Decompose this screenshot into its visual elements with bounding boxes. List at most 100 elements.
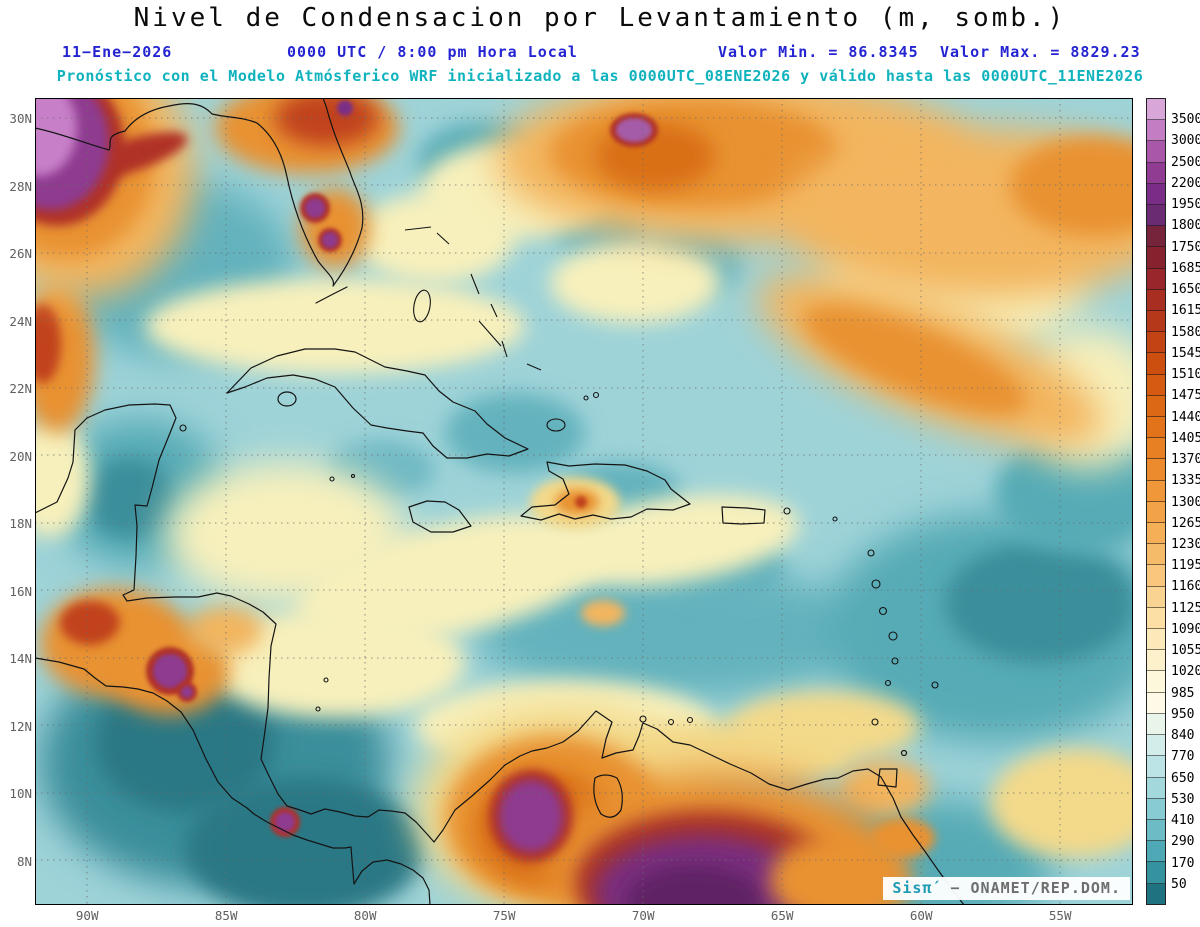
colorbar-tick-1300: 1300 [1171, 494, 1200, 510]
chart-title: Nivel de Condensacion por Levantamiento … [133, 3, 1067, 33]
colorbar-cell-19 [1147, 501, 1165, 524]
lat-tick-16N: 16N [9, 583, 32, 599]
colorbar-tick-170: 170 [1171, 855, 1195, 871]
colorbar-cell-35 [1147, 841, 1165, 863]
colorbar-tick-530: 530 [1171, 791, 1195, 807]
colorbar-cell-25 [1147, 629, 1165, 651]
watermark-brand: Sisπ́ [892, 879, 933, 897]
colorbar-cell-17 [1147, 459, 1165, 481]
lat-tick-14N: 14N [9, 651, 32, 666]
colorbar-tick-1510: 1510 [1171, 367, 1200, 383]
colorbar-tick-410: 410 [1171, 813, 1195, 829]
valid-time-line: 11−Ene−2026 0000 UTC / 8:00 pm Hora Loca… [0, 43, 1200, 63]
colorbar-tick-1090: 1090 [1171, 621, 1200, 637]
colorbar-cell-29 [1147, 713, 1165, 736]
colorbar-tick-2500: 2500 [1171, 154, 1200, 170]
colorbar-cell-6 [1147, 226, 1165, 248]
colorbar-tick-3500: 3500 [1171, 112, 1200, 128]
colorbar-cell-34 [1147, 819, 1165, 842]
lon-tick-70W: 70W [631, 908, 655, 923]
colorbar-cell-8 [1147, 268, 1165, 290]
colorbar-cell-1 [1147, 120, 1165, 142]
colorbar-tick-1265: 1265 [1171, 515, 1200, 531]
colorbar-tick-1055: 1055 [1171, 643, 1200, 659]
colorbar-cell-18 [1147, 480, 1165, 502]
colorbar-cell-14 [1147, 395, 1165, 418]
colorbar-cell-27 [1147, 671, 1165, 693]
colorbar-cell-12 [1147, 353, 1165, 375]
min-value-label: Valor Min. = 86.8345 [718, 43, 919, 61]
colorbar-tick-1020: 1020 [1171, 664, 1200, 680]
lon-tick-55W: 55W [1048, 908, 1072, 923]
colorbar-tick-1750: 1750 [1171, 239, 1200, 255]
lon-tick-65W: 65W [770, 908, 794, 923]
lon-tick-85W: 85W [214, 908, 238, 923]
lon-tick-75W: 75W [492, 908, 516, 923]
valid-date: 11−Ene−2026 [62, 43, 173, 61]
colorbar-cell-23 [1147, 586, 1165, 608]
colorbar-tick-1950: 1950 [1171, 197, 1200, 213]
map-canvas [35, 98, 1133, 905]
colorbar-cell-33 [1147, 798, 1165, 820]
colorbar-cell-20 [1147, 523, 1165, 545]
colorbar-tick-840: 840 [1171, 728, 1195, 744]
colorbar-cell-2 [1147, 141, 1165, 163]
colorbar-cell-36 [1147, 862, 1165, 884]
small-islands [179, 226, 939, 726]
lat-tick-30N: 30N [9, 111, 32, 126]
lon-tick-80W: 80W [353, 908, 377, 923]
colorbar-tick-650: 650 [1171, 770, 1195, 786]
map-frame [35, 98, 1133, 905]
lat-tick-22N: 22N [9, 381, 32, 396]
colorbar-tick-950: 950 [1171, 706, 1195, 722]
valid-time: 0000 UTC / 8:00 pm Hora Local [287, 43, 578, 61]
lat-tick-28N: 28N [9, 178, 32, 194]
colorbar-cell-10 [1147, 311, 1165, 333]
max-value-label: Valor Max. = 8829.23 [940, 43, 1141, 61]
colorbar-cell-24 [1147, 607, 1165, 630]
colorbar-tick-770: 770 [1171, 749, 1195, 765]
watermark-credit: − ONAMET/REP.DOM. [950, 879, 1121, 897]
colorbar-tick-1335: 1335 [1171, 473, 1200, 489]
coastlines [35, 98, 965, 905]
colorbar-tick-1125: 1125 [1171, 600, 1200, 616]
colorbar-tick-1615: 1615 [1171, 303, 1200, 319]
colorbar-cell-5 [1147, 205, 1165, 227]
colorbar-cell-13 [1147, 374, 1165, 396]
colorbar-tick-3000: 3000 [1171, 133, 1200, 149]
colorbar-cell-15 [1147, 417, 1165, 439]
colorbar-cell-9 [1147, 289, 1165, 312]
colorbar-cell-26 [1147, 650, 1165, 672]
colorbar [1146, 98, 1166, 905]
lat-tick-8N: 8N [16, 853, 32, 869]
watermark: Sisπ́ − ONAMET/REP.DOM. [883, 877, 1130, 900]
lon-tick-60W: 60W [909, 908, 933, 923]
colorbar-cell-28 [1147, 692, 1165, 714]
colorbar-tick-1405: 1405 [1171, 430, 1200, 446]
lat-tick-18N: 18N [9, 516, 32, 531]
lat-tick-26N: 26N [9, 246, 32, 261]
colorbar-tick-50: 50 [1171, 876, 1187, 892]
colorbar-cell-4 [1147, 183, 1165, 206]
lat-tick-20N: 20N [9, 448, 32, 464]
colorbar-tick-1580: 1580 [1171, 324, 1200, 340]
colorbar-tick-2200: 2200 [1171, 175, 1200, 191]
colorbar-tick-1230: 1230 [1171, 536, 1200, 552]
lat-tick-12N: 12N [9, 718, 32, 734]
colorbar-cell-3 [1147, 162, 1165, 184]
colorbar-cell-7 [1147, 247, 1165, 269]
colorbar-cell-0 [1147, 99, 1165, 121]
colorbar-cell-31 [1147, 756, 1165, 778]
colorbar-tick-1650: 1650 [1171, 282, 1200, 298]
colorbar-cell-21 [1147, 544, 1165, 566]
lat-tick-24N: 24N [9, 313, 32, 329]
colorbar-tick-1685: 1685 [1171, 260, 1200, 276]
field-layer [35, 98, 1133, 905]
colorbar-cell-32 [1147, 777, 1165, 799]
lon-tick-90W: 90W [75, 908, 99, 923]
colorbar-cell-22 [1147, 565, 1165, 587]
colorbar-tick-1475: 1475 [1171, 388, 1200, 404]
colorbar-cell-16 [1147, 438, 1165, 460]
colorbar-tick-1545: 1545 [1171, 345, 1200, 361]
